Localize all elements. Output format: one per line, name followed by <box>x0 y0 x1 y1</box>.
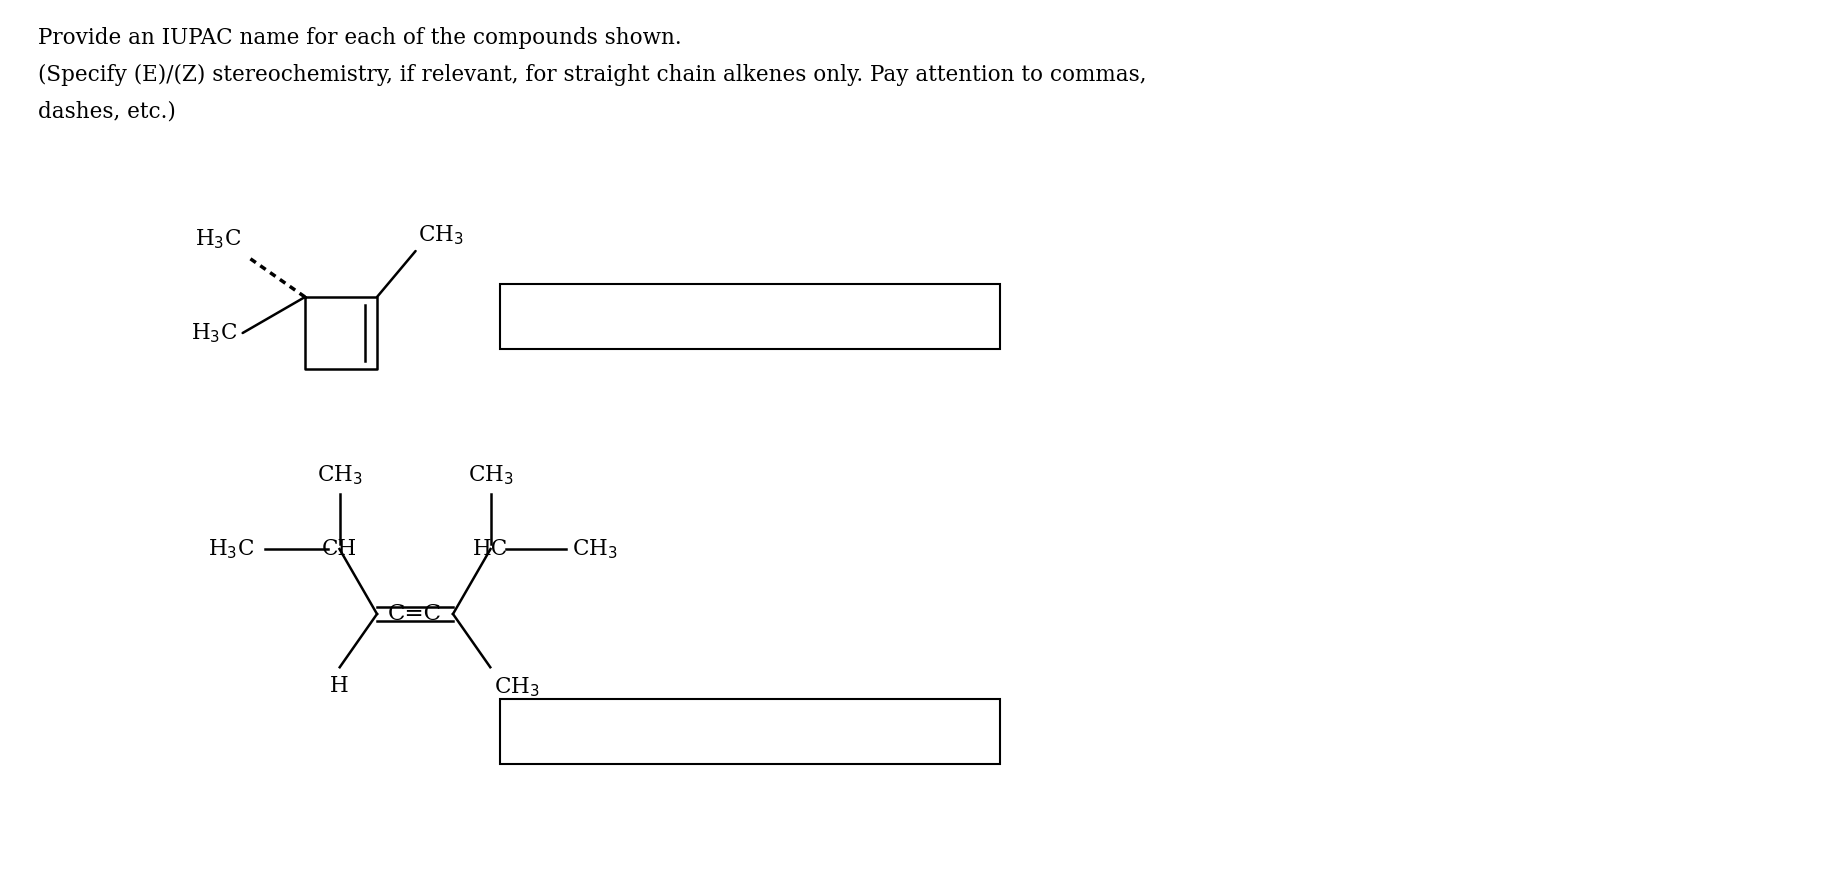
FancyBboxPatch shape <box>501 284 999 349</box>
Text: CH: CH <box>322 538 356 560</box>
Text: H: H <box>331 675 349 697</box>
Text: CH$_3$: CH$_3$ <box>418 223 464 247</box>
Text: CH$_3$: CH$_3$ <box>495 675 541 699</box>
FancyBboxPatch shape <box>501 699 999 764</box>
Text: H$_3$C: H$_3$C <box>192 322 238 345</box>
Text: CH$_3$: CH$_3$ <box>316 463 362 487</box>
Text: HC: HC <box>473 538 508 560</box>
Text: (Specify (E)/(Z) stereochemistry, if relevant, for straight chain alkenes only. : (Specify (E)/(Z) stereochemistry, if rel… <box>38 64 1147 86</box>
Text: H$_3$C: H$_3$C <box>208 537 254 561</box>
Text: CH$_3$: CH$_3$ <box>468 463 513 487</box>
Text: H$_3$C: H$_3$C <box>195 227 241 250</box>
Text: Provide an IUPAC name for each of the compounds shown.: Provide an IUPAC name for each of the co… <box>38 27 681 49</box>
Text: CH$_3$: CH$_3$ <box>572 537 618 561</box>
Text: dashes, etc.): dashes, etc.) <box>38 101 175 123</box>
Text: C=C: C=C <box>387 603 442 625</box>
